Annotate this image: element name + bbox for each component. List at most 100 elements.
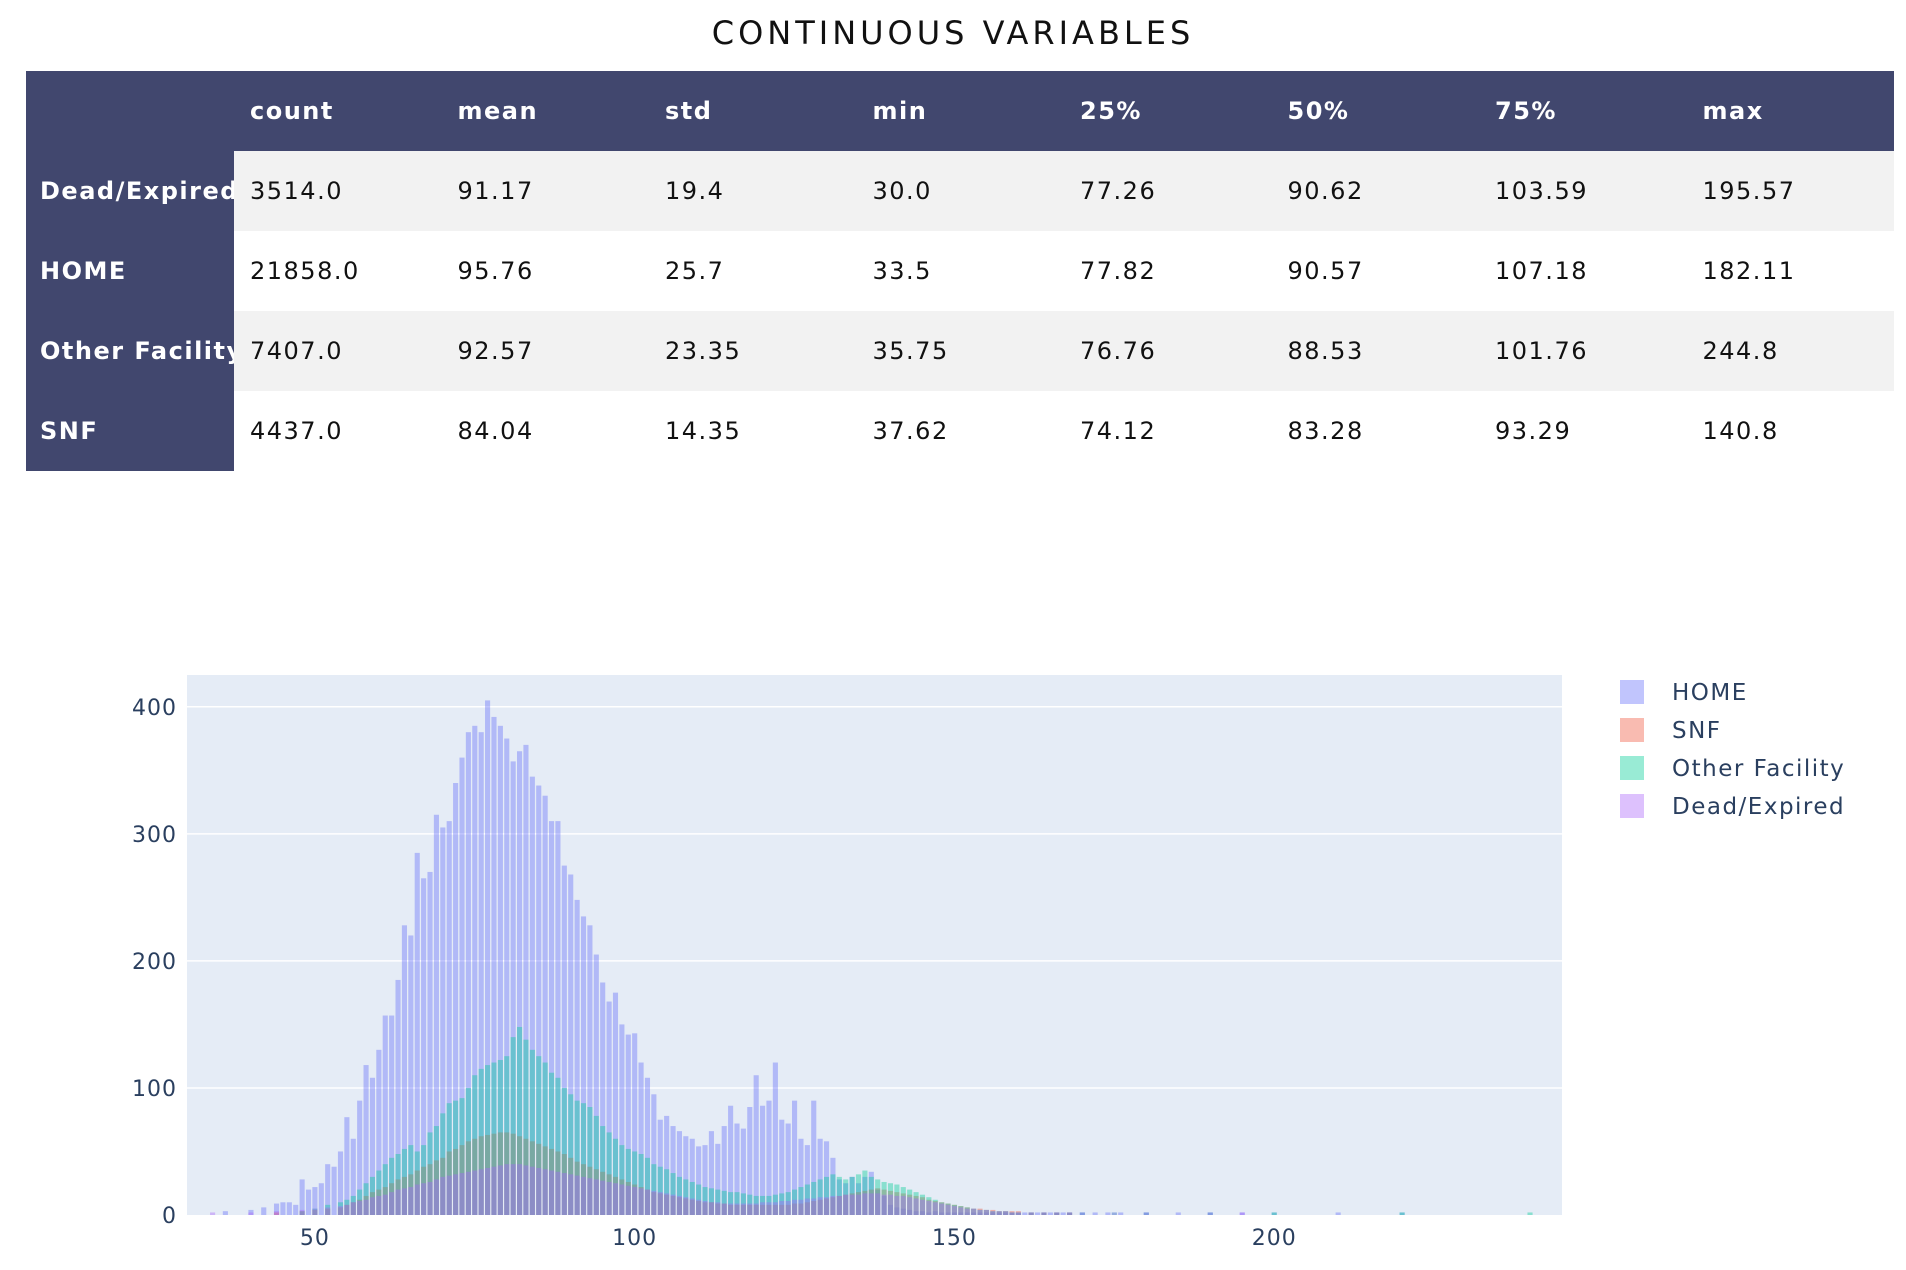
bar [1028, 1212, 1034, 1215]
bar [951, 1204, 957, 1215]
bar [1054, 1212, 1060, 1215]
bar [542, 795, 548, 1215]
legend-item[interactable]: Dead/Expired [1620, 794, 1845, 820]
bar [670, 1194, 676, 1215]
y-tick-label: 400 [132, 696, 177, 721]
bar [971, 1208, 977, 1215]
table-cell: 21858.0 [234, 231, 442, 311]
bar [606, 1174, 612, 1215]
bar [792, 1199, 798, 1215]
legend-item[interactable]: SNF [1620, 718, 1722, 744]
bar [312, 1208, 318, 1215]
bar [1143, 1212, 1149, 1215]
bar [478, 732, 484, 1215]
bar [734, 1204, 740, 1215]
bar [913, 1198, 919, 1215]
legend[interactable]: HOME SNF Other Facility Dead/Expired [1620, 680, 1845, 820]
x-tick-label: 150 [932, 1226, 977, 1251]
bar [568, 874, 574, 1215]
bar [382, 1015, 388, 1215]
bar [1041, 1212, 1047, 1215]
bar [1271, 1212, 1277, 1215]
bar [1111, 1212, 1117, 1215]
bar [683, 1136, 689, 1215]
bar [721, 1190, 727, 1215]
table-cell: 33.5 [856, 231, 1064, 311]
histogram-chart: 0 100 200 300 400 50 100 150 200 HOME SNF Other F… [132, 675, 1845, 1251]
bar [440, 827, 446, 1215]
bar [433, 814, 439, 1215]
bar [996, 1211, 1002, 1215]
bar [772, 1202, 778, 1215]
bar [1041, 1212, 1047, 1215]
table-cell: 92.57 [441, 311, 649, 391]
table-cell: 14.35 [649, 391, 857, 471]
bar [485, 700, 491, 1215]
bar [823, 1198, 830, 1215]
bar [427, 1181, 433, 1215]
bar [1207, 1212, 1213, 1215]
bar [676, 1195, 682, 1215]
bar [887, 1194, 894, 1215]
bar [1003, 1211, 1009, 1215]
bar [401, 1188, 407, 1215]
bar [299, 1179, 305, 1215]
legend-item[interactable]: HOME [1620, 680, 1748, 706]
bar [600, 1171, 606, 1215]
column-header: 25% [1064, 71, 1272, 151]
plot-background [187, 675, 1562, 1215]
bar [785, 1204, 791, 1215]
bar [1079, 1212, 1085, 1215]
bar [644, 1189, 651, 1215]
bar [811, 1100, 817, 1215]
bar [1035, 1212, 1041, 1215]
bar [900, 1187, 906, 1215]
bar [312, 1208, 318, 1215]
bar [363, 1065, 369, 1215]
bar [478, 1068, 484, 1215]
bar [728, 1204, 734, 1215]
bar [523, 744, 529, 1215]
bar [465, 1141, 471, 1215]
bar [510, 1133, 516, 1215]
bar [798, 1138, 804, 1215]
bar [248, 1212, 254, 1215]
bar [939, 1212, 945, 1215]
bar [395, 1154, 401, 1215]
bar [574, 1100, 580, 1215]
bar [766, 1100, 772, 1215]
bar [1015, 1212, 1021, 1215]
bar [772, 1194, 778, 1215]
bar [619, 1184, 625, 1215]
bar [823, 1141, 830, 1215]
bar [664, 1115, 670, 1215]
bar [862, 1176, 868, 1215]
legend-item[interactable]: Other Facility [1620, 756, 1845, 782]
bar [299, 1211, 305, 1215]
bar [337, 1206, 344, 1215]
bar [702, 1201, 708, 1215]
bar [868, 1176, 874, 1215]
bar [312, 1209, 318, 1215]
bar [299, 1209, 305, 1215]
bar [1015, 1212, 1021, 1215]
table-row: Other Facility 7407.0 92.57 23.35 35.75 … [26, 311, 1894, 391]
bar [1079, 1212, 1085, 1215]
series-snf [273, 1132, 1073, 1215]
bar [273, 1212, 280, 1215]
x-tick-label: 200 [1252, 1226, 1297, 1251]
table-cell: 19.4 [649, 151, 857, 231]
bar [446, 1175, 452, 1215]
bar [919, 1199, 926, 1215]
bar [734, 1192, 740, 1215]
bar [357, 1201, 363, 1215]
table-cell: 93.29 [1479, 391, 1687, 471]
bar [453, 1174, 459, 1215]
bar [651, 1192, 657, 1215]
bar [299, 1211, 305, 1215]
table-cell: 103.59 [1479, 151, 1687, 231]
bar [670, 1195, 676, 1215]
bar [798, 1187, 804, 1215]
bar [273, 1211, 280, 1215]
bar [555, 1171, 561, 1215]
